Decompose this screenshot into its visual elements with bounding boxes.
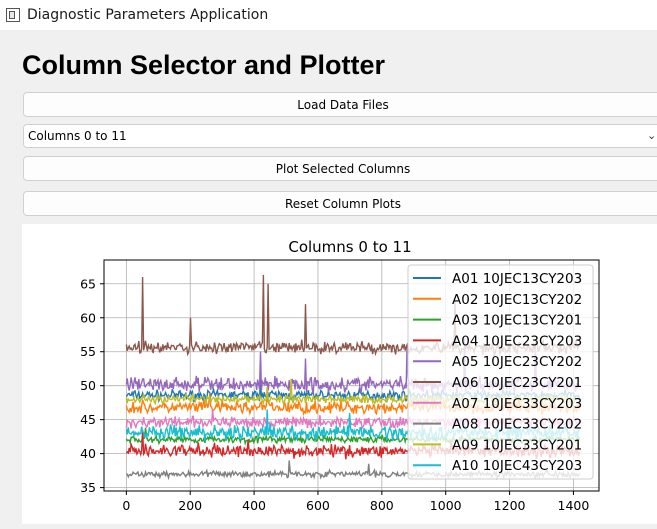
- x-tick-label: 1200: [494, 498, 526, 513]
- x-tick-label: 600: [306, 498, 330, 513]
- plot-frame: [103, 259, 600, 492]
- column-range-select-value: Columns 0 to 11: [28, 129, 127, 143]
- legend-entry: A06 10JEC23CY201: [452, 375, 582, 391]
- legend-entry: A09 10JEC33CY201: [452, 437, 582, 453]
- reset-column-plots-button[interactable]: Reset Column Plots: [23, 191, 657, 216]
- legend-entry: A05 10JEC23CY202: [452, 354, 582, 370]
- chart-axes: 0 200 400 600 800 1000 1200 1400 35 40 45 50 55 60 65: [80, 259, 600, 513]
- legend-entry: A10 10JEC43CY203: [452, 458, 582, 474]
- legend-box: [407, 264, 594, 480]
- y-tick-label: 60: [80, 310, 96, 325]
- column-range-select[interactable]: Columns 0 to 11 ⌄: [23, 124, 657, 148]
- legend-entry: A03 10JEC13CY201: [452, 313, 582, 329]
- legend-entry: A04 10JEC23CY203: [452, 333, 582, 349]
- chart-title: Columns 0 to 11: [288, 238, 411, 256]
- y-tick-label: 55: [80, 344, 96, 359]
- app-window-icon: [6, 8, 20, 22]
- legend-entry: A01 10JEC13CY203: [452, 271, 582, 287]
- x-tick-label: 1400: [558, 498, 590, 513]
- y-tick-label: 35: [80, 480, 96, 495]
- y-tick-label: 45: [80, 412, 96, 427]
- plot-canvas: Columns 0 to 11 0 200 400 600 800 1000 1200 140…: [22, 224, 657, 524]
- x-tick-label: 0: [122, 498, 130, 513]
- window-titlebar: Diagnostic Parameters Application: [0, 0, 657, 30]
- x-tick-label: 800: [370, 498, 394, 513]
- chevron-down-icon[interactable]: ⌄: [647, 129, 657, 142]
- load-data-files-button[interactable]: Load Data Files: [23, 92, 657, 117]
- window-title: Diagnostic Parameters Application: [27, 7, 269, 23]
- legend-entry: A08 10JEC33CY202: [452, 417, 582, 433]
- plot-selected-columns-button[interactable]: Plot Selected Columns: [23, 156, 657, 181]
- x-tick-label: 200: [178, 498, 202, 513]
- y-tick-label: 50: [80, 378, 96, 393]
- x-tick-label: 400: [242, 498, 266, 513]
- y-tick-label: 65: [80, 276, 96, 291]
- legend-entry: A02 10JEC13CY202: [452, 292, 582, 308]
- page-title: Column Selector and Plotter: [22, 50, 386, 80]
- chart-legend: A01 10JEC13CY203 A02 10JEC13CY202 A03 10JE…: [407, 264, 594, 480]
- x-tick-label: 1000: [430, 498, 462, 513]
- line-chart: Columns 0 to 11 0 200 400 600 800 1000 1200 140…: [80, 238, 600, 513]
- legend-entry: A07 10JEC33CY203: [452, 396, 582, 412]
- y-tick-label: 40: [80, 446, 96, 461]
